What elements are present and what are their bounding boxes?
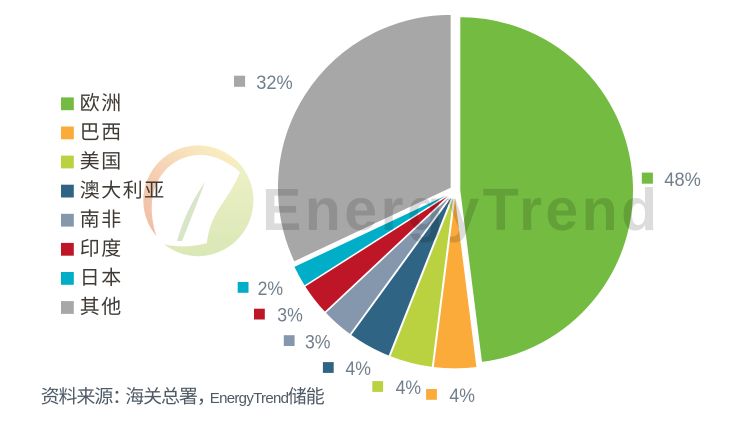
svg-text:4%: 4%	[449, 386, 475, 407]
svg-text:32%: 32%	[256, 73, 293, 94]
svg-text:EnergyTrend: EnergyTrend	[210, 390, 289, 407]
svg-text:3%: 3%	[305, 332, 331, 353]
svg-text:2%: 2%	[258, 279, 284, 300]
svg-text:4%: 4%	[396, 378, 422, 399]
svg-text:48%: 48%	[664, 170, 701, 191]
svg-text:3%: 3%	[277, 305, 303, 326]
svg-text:EnergyTrend: EnergyTrend	[262, 177, 661, 243]
svg-text:4%: 4%	[345, 359, 371, 380]
